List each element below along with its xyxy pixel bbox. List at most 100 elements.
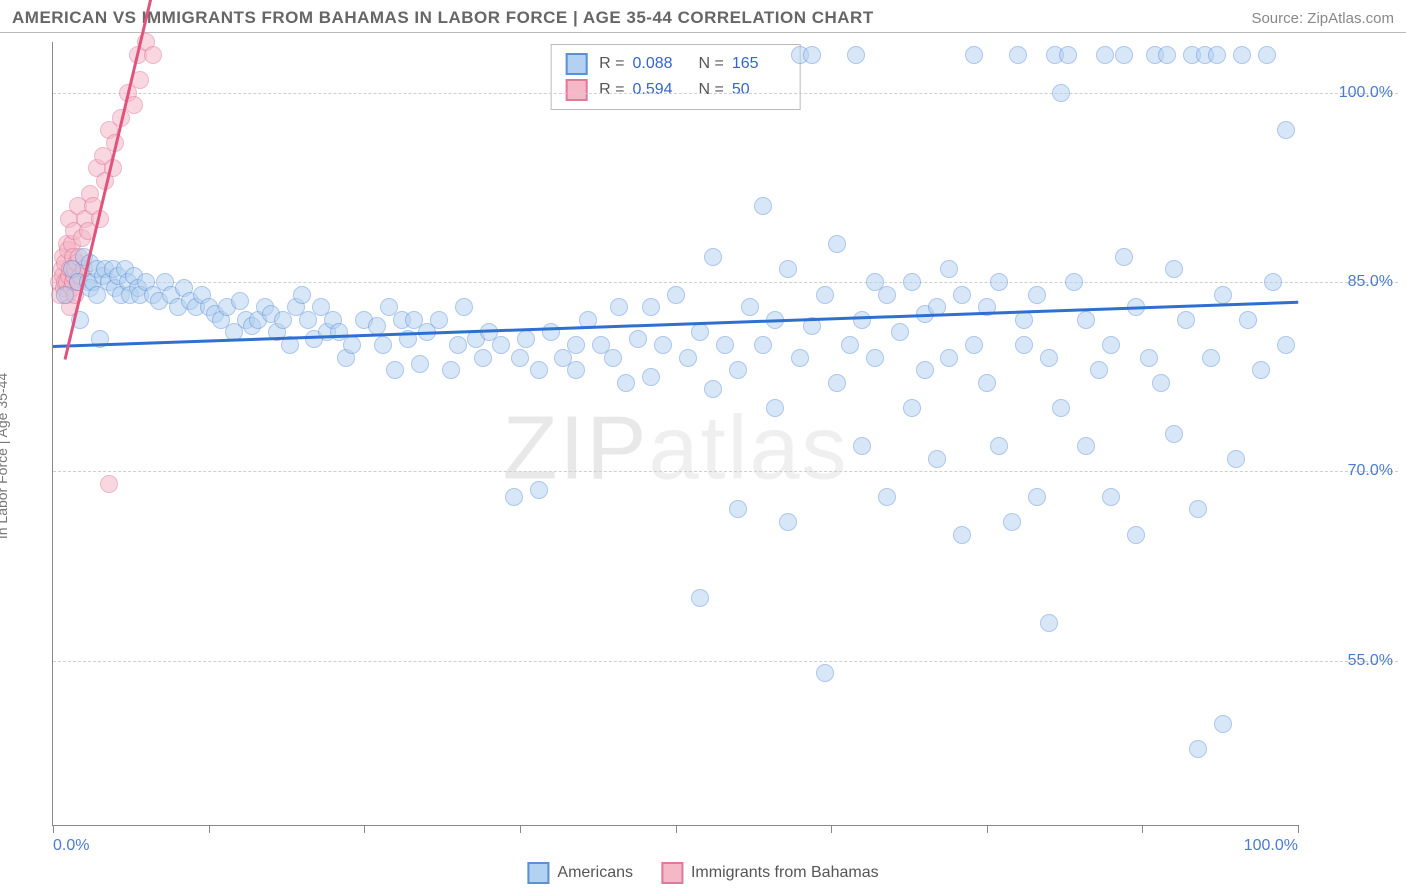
data-point (511, 349, 529, 367)
data-point (903, 273, 921, 291)
data-point (779, 260, 797, 278)
data-point (1208, 46, 1226, 64)
data-point (928, 450, 946, 468)
data-point (1158, 46, 1176, 64)
data-point (1227, 450, 1245, 468)
data-point (1115, 248, 1133, 266)
watermark: ZIPatlas (502, 398, 848, 501)
data-point (293, 286, 311, 304)
data-point (1277, 121, 1295, 139)
data-point (940, 349, 958, 367)
data-point (704, 380, 722, 398)
legend-swatch-americans-icon (527, 862, 549, 884)
data-point (1115, 46, 1133, 64)
data-point (1003, 513, 1021, 531)
data-point (729, 500, 747, 518)
data-point (1127, 526, 1145, 544)
data-point (1052, 399, 1070, 417)
data-point (1096, 46, 1114, 64)
chart-area: In Labor Force | Age 35-44 ZIPatlas R = … (12, 42, 1398, 854)
legend-row-bahamas: R = 0.594 N = 50 (565, 77, 786, 103)
data-point (847, 46, 865, 64)
data-point (990, 273, 1008, 291)
data-point (841, 336, 859, 354)
data-point (729, 361, 747, 379)
data-point (1040, 349, 1058, 367)
chart-title: AMERICAN VS IMMIGRANTS FROM BAHAMAS IN L… (12, 8, 874, 28)
data-point (1177, 311, 1195, 329)
data-point (442, 361, 460, 379)
data-point (891, 323, 909, 341)
data-point (343, 336, 361, 354)
x-tick-label: 0.0% (53, 837, 89, 855)
data-point (567, 336, 585, 354)
data-point (386, 361, 404, 379)
data-point (455, 298, 473, 316)
data-point (517, 330, 535, 348)
data-point (1040, 614, 1058, 632)
data-point (691, 589, 709, 607)
data-point (816, 664, 834, 682)
data-point (1102, 488, 1120, 506)
r-value-bahamas: 0.594 (633, 81, 687, 99)
data-point (1015, 336, 1033, 354)
data-point (1152, 374, 1170, 392)
data-point (766, 399, 784, 417)
y-tick-label: 55.0% (1348, 652, 1393, 670)
data-point (940, 260, 958, 278)
data-point (1214, 286, 1232, 304)
data-point (916, 361, 934, 379)
data-point (1090, 361, 1108, 379)
data-point (1277, 336, 1295, 354)
data-point (754, 197, 772, 215)
data-point (530, 481, 548, 499)
legend-label-bahamas: Immigrants from Bahamas (691, 864, 879, 882)
data-point (953, 286, 971, 304)
data-point (853, 311, 871, 329)
source-label: Source: ZipAtlas.com (1251, 10, 1394, 27)
data-point (853, 437, 871, 455)
data-point (816, 286, 834, 304)
plot-region: ZIPatlas R = 0.088 N = 165 R = 0.594 N =… (52, 42, 1298, 826)
series-legend: Americans Immigrants from Bahamas (527, 862, 878, 884)
data-point (1252, 361, 1270, 379)
data-point (1028, 286, 1046, 304)
legend-item-americans: Americans (527, 862, 633, 884)
data-point (953, 526, 971, 544)
data-point (903, 399, 921, 417)
data-point (716, 336, 734, 354)
data-point (1065, 273, 1083, 291)
data-point (100, 475, 118, 493)
data-point (741, 298, 759, 316)
data-point (965, 336, 983, 354)
data-point (691, 323, 709, 341)
data-point (642, 368, 660, 386)
data-point (1140, 349, 1158, 367)
data-point (878, 488, 896, 506)
data-point (1009, 46, 1027, 64)
data-point (828, 235, 846, 253)
data-point (803, 46, 821, 64)
data-point (1189, 740, 1207, 758)
data-point (610, 298, 628, 316)
data-point (866, 349, 884, 367)
data-point (492, 336, 510, 354)
data-point (1233, 46, 1251, 64)
data-point (1165, 260, 1183, 278)
data-point (990, 437, 1008, 455)
data-point (642, 298, 660, 316)
data-point (1102, 336, 1120, 354)
r-value-americans: 0.088 (633, 55, 687, 73)
y-tick-label: 70.0% (1348, 462, 1393, 480)
legend-label-americans: Americans (557, 864, 633, 882)
data-point (1028, 488, 1046, 506)
data-point (1165, 425, 1183, 443)
data-point (828, 374, 846, 392)
data-point (1052, 84, 1070, 102)
data-point (704, 248, 722, 266)
data-point (411, 355, 429, 373)
legend-row-americans: R = 0.088 N = 165 (565, 51, 786, 77)
y-tick-label: 100.0% (1339, 84, 1393, 102)
data-point (530, 361, 548, 379)
legend-swatch-americans (565, 53, 587, 75)
